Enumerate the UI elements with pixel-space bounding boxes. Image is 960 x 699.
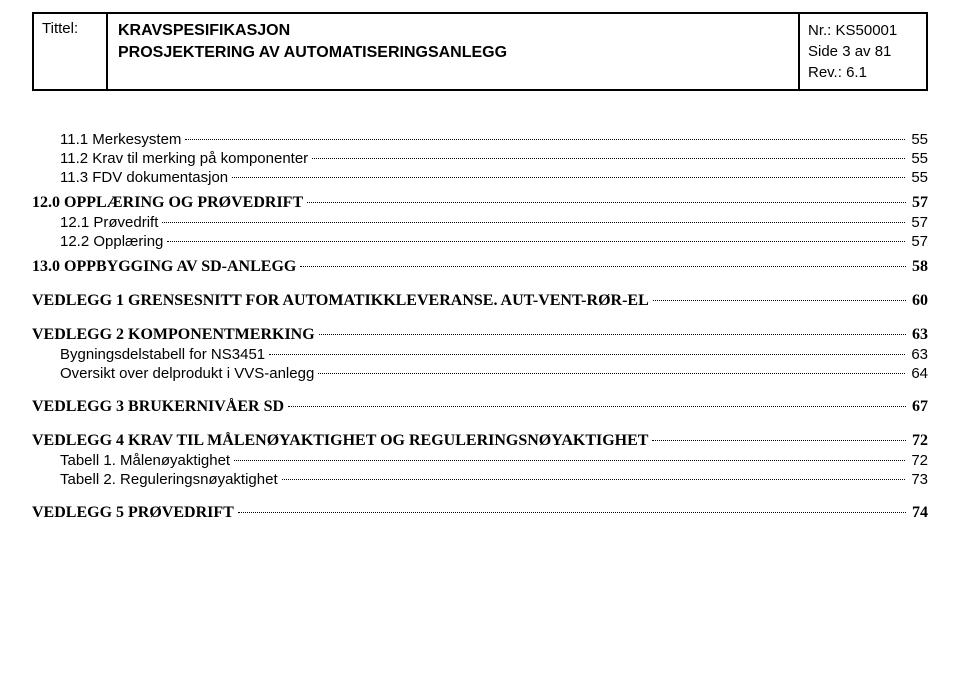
toc-label: 12.2 Opplæring xyxy=(60,233,163,250)
toc-page: 63 xyxy=(910,326,928,344)
toc-page: 57 xyxy=(909,233,928,250)
toc-leader xyxy=(238,512,906,513)
toc-page: 57 xyxy=(909,214,928,231)
toc-leader xyxy=(162,222,905,223)
header-tittel-label: Tittel: xyxy=(34,14,108,89)
toc-page: 72 xyxy=(910,432,928,450)
toc-page: 67 xyxy=(910,398,928,416)
toc-leader xyxy=(288,406,906,407)
toc-leader xyxy=(167,241,905,242)
toc-line: 11.3 FDV dokumentasjon 55 xyxy=(32,169,928,186)
toc-line: 12.2 Opplæring 57 xyxy=(32,233,928,250)
toc-label: 11.2 Krav til merking på komponenter xyxy=(60,150,308,167)
toc-leader xyxy=(185,139,905,140)
toc-line: 11.2 Krav til merking på komponenter 55 xyxy=(32,150,928,167)
toc-label: VEDLEGG 1 GRENSESNITT FOR AUTOMATIKKLEVE… xyxy=(32,292,649,310)
toc-page: 60 xyxy=(910,292,928,310)
header-meta: Nr.: KS50001 Side 3 av 81 Rev.: 6.1 xyxy=(798,14,926,89)
toc-label: Tabell 2. Reguleringsnøyaktighet xyxy=(60,471,278,488)
toc-spacer xyxy=(32,418,928,432)
toc-line: 11.1 Merkesystem 55 xyxy=(32,131,928,148)
toc-line: 12.1 Prøvedrift 57 xyxy=(32,214,928,231)
toc-label: 12.0 OPPLÆRING OG PRØVEDRIFT xyxy=(32,194,303,212)
toc-page: 57 xyxy=(910,194,928,212)
toc-label: VEDLEGG 4 KRAV TIL MÅLENØYAKTIGHET OG RE… xyxy=(32,432,648,450)
header-nr: Nr.: KS50001 xyxy=(808,20,918,41)
toc-line: 13.0 OPPBYGGING AV SD-ANLEGG 58 xyxy=(32,258,928,276)
toc-page: 72 xyxy=(909,452,928,469)
toc-leader xyxy=(232,177,905,178)
header-side: Side 3 av 81 xyxy=(808,41,918,62)
toc-line: Bygningsdelstabell for NS3451 63 xyxy=(32,346,928,363)
toc-label: Bygningsdelstabell for NS3451 xyxy=(60,346,265,363)
toc-line: Tabell 2. Reguleringsnøyaktighet 73 xyxy=(32,471,928,488)
toc-label: VEDLEGG 2 KOMPONENTMERKING xyxy=(32,326,315,344)
toc-leader xyxy=(300,266,906,267)
toc-spacer xyxy=(32,490,928,504)
toc-line: VEDLEGG 3 BRUKERNIVÅER SD 67 xyxy=(32,398,928,416)
toc-spacer xyxy=(32,312,928,326)
toc-leader xyxy=(653,300,906,301)
toc-spacer xyxy=(32,278,928,292)
toc-label: 12.1 Prøvedrift xyxy=(60,214,158,231)
toc-page: 73 xyxy=(909,471,928,488)
header-row: Tittel: KRAVSPESIFIKASJON PROSJEKTERING … xyxy=(34,14,926,89)
header-title-line1: KRAVSPESIFIKASJON xyxy=(118,20,788,42)
toc-leader xyxy=(312,158,905,159)
toc-leader xyxy=(318,373,905,374)
toc-line: Oversikt over delprodukt i VVS-anlegg 64 xyxy=(32,365,928,382)
toc-spacer xyxy=(32,384,928,398)
toc-line: VEDLEGG 2 KOMPONENTMERKING 63 xyxy=(32,326,928,344)
toc-leader xyxy=(282,479,906,480)
toc-leader xyxy=(652,440,906,441)
toc-page: 63 xyxy=(909,346,928,363)
toc-leader xyxy=(234,460,905,461)
toc-label: Tabell 1. Målenøyaktighet xyxy=(60,452,230,469)
toc-label: Oversikt over delprodukt i VVS-anlegg xyxy=(60,365,314,382)
toc-label: VEDLEGG 5 PRØVEDRIFT xyxy=(32,504,234,522)
toc-page: 74 xyxy=(910,504,928,522)
header-rev: Rev.: 6.1 xyxy=(808,62,918,83)
toc-label: 13.0 OPPBYGGING AV SD-ANLEGG xyxy=(32,258,296,276)
toc-leader xyxy=(319,334,906,335)
toc-page: 55 xyxy=(909,150,928,167)
toc-page: 55 xyxy=(909,169,928,186)
toc-line: 12.0 OPPLÆRING OG PRØVEDRIFT 57 xyxy=(32,194,928,212)
header-title-line2: PROSJEKTERING AV AUTOMATISERINGSANLEGG xyxy=(118,42,788,64)
toc-leader xyxy=(269,354,905,355)
header-title: KRAVSPESIFIKASJON PROSJEKTERING AV AUTOM… xyxy=(108,14,798,89)
toc-label: 11.3 FDV dokumentasjon xyxy=(60,169,228,186)
toc-page: 64 xyxy=(909,365,928,382)
toc-line: VEDLEGG 1 GRENSESNITT FOR AUTOMATIKKLEVE… xyxy=(32,292,928,310)
toc-line: Tabell 1. Målenøyaktighet 72 xyxy=(32,452,928,469)
toc-label: 11.1 Merkesystem xyxy=(60,131,181,148)
toc-line: VEDLEGG 4 KRAV TIL MÅLENØYAKTIGHET OG RE… xyxy=(32,432,928,450)
toc-label: VEDLEGG 3 BRUKERNIVÅER SD xyxy=(32,398,284,416)
header-box: Tittel: KRAVSPESIFIKASJON PROSJEKTERING … xyxy=(32,12,928,91)
toc-page: 55 xyxy=(909,131,928,148)
table-of-contents: 11.1 Merkesystem5511.2 Krav til merking … xyxy=(32,131,928,522)
toc-line: VEDLEGG 5 PRØVEDRIFT 74 xyxy=(32,504,928,522)
toc-leader xyxy=(307,202,906,203)
toc-page: 58 xyxy=(910,258,928,276)
